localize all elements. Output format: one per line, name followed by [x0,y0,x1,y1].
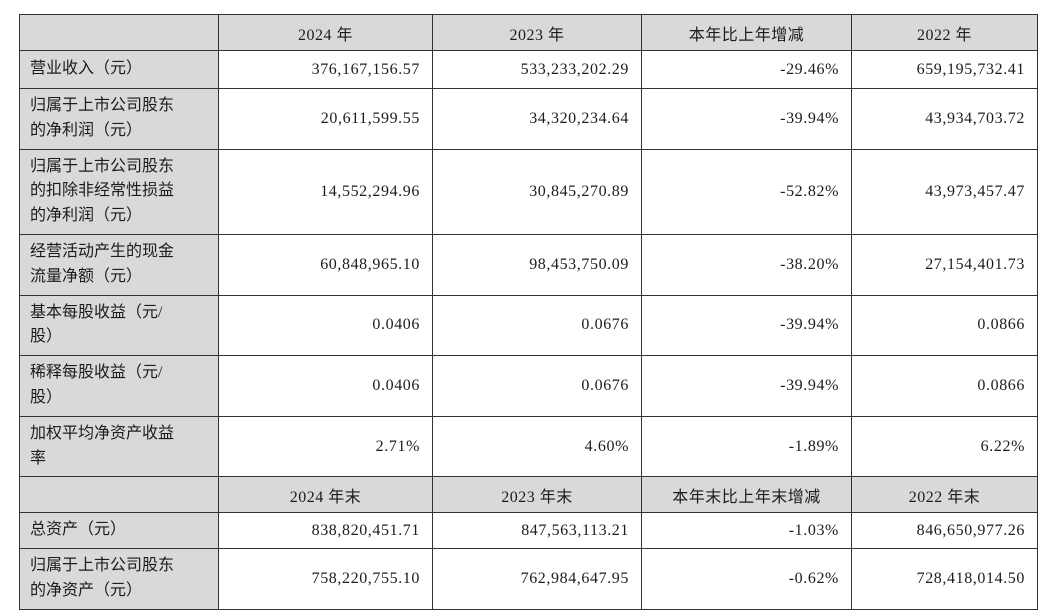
value-cell: 30,845,270.89 [432,148,642,235]
table-row: 归属于上市公司股东的净资产（元） 758,220,755.10 762,984,… [19,548,1038,610]
value-cell: 20,611,599.55 [218,88,433,150]
row-label-operating-cash-flow: 经营活动产生的现金流量净额（元） [19,233,219,296]
row-label-net-profit: 归属于上市公司股东的净利润（元） [19,88,219,150]
header-2024-year-end: 2024 年末 [218,476,433,514]
header-yoy-change: 本年比上年增减 [641,14,852,51]
row-label-non-recurring-net-profit: 归属于上市公司股东的扣除非经常性损益的净利润（元） [19,148,219,235]
table-row: 归属于上市公司股东的净利润（元） 20,611,599.55 34,320,23… [19,88,1038,150]
header-2023: 2023 年 [432,14,642,51]
table-row: 总资产（元） 838,820,451.71 847,563,113.21 -1.… [19,512,1038,550]
value-cell: 846,650,977.26 [851,512,1038,550]
value-cell: 838,820,451.71 [218,512,433,550]
value-cell: 98,453,750.09 [432,233,642,296]
corner-blank-cell [19,14,219,51]
financial-summary-table: 2024 年 2023 年 本年比上年增减 2022 年 营业收入（元） 376… [19,14,1038,610]
value-cell: 4.60% [432,415,642,478]
table-row: 经营活动产生的现金流量净额（元） 60,848,965.10 98,453,75… [19,233,1038,296]
value-cell: 659,195,732.41 [851,50,1038,89]
table-header-row-year-end: 2024 年末 2023 年末 本年末比上年末增减 2022 年末 [19,476,1038,514]
value-cell: 758,220,755.10 [218,548,433,610]
corner-blank-cell [19,476,219,514]
row-label-net-assets: 归属于上市公司股东的净资产（元） [19,548,219,610]
value-cell: -39.94% [641,355,852,417]
value-cell: 0.0676 [432,355,642,417]
row-label-operating-revenue: 营业收入（元） [19,50,219,89]
table-row: 稀释每股收益（元/股） 0.0406 0.0676 -39.94% 0.0866 [19,355,1038,417]
value-cell: 60,848,965.10 [218,233,433,296]
header-year-end-change: 本年末比上年末增减 [641,476,852,514]
value-cell: 0.0406 [218,294,433,357]
value-cell: 0.0676 [432,294,642,357]
value-cell: 43,934,703.72 [851,88,1038,150]
value-cell: 6.22% [851,415,1038,478]
table-row: 基本每股收益（元/股） 0.0406 0.0676 -39.94% 0.0866 [19,294,1038,357]
value-cell: -1.89% [641,415,852,478]
value-cell: 0.0866 [851,294,1038,357]
value-cell: 27,154,401.73 [851,233,1038,296]
value-cell: 0.0406 [218,355,433,417]
table-row: 加权平均净资产收益率 2.71% 4.60% -1.89% 6.22% [19,415,1038,478]
value-cell: 34,320,234.64 [432,88,642,150]
value-cell: 2.71% [218,415,433,478]
value-cell: 43,973,457.47 [851,148,1038,235]
value-cell: -29.46% [641,50,852,89]
value-cell: -39.94% [641,88,852,150]
value-cell: 0.0866 [851,355,1038,417]
row-label-diluted-eps: 稀释每股收益（元/股） [19,355,219,417]
value-cell: -38.20% [641,233,852,296]
table-header-row: 2024 年 2023 年 本年比上年增减 2022 年 [19,14,1038,51]
header-2022: 2022 年 [851,14,1038,51]
row-label-total-assets: 总资产（元） [19,512,219,550]
header-2023-year-end: 2023 年末 [432,476,642,514]
value-cell: 14,552,294.96 [218,148,433,235]
value-cell: -0.62% [641,548,852,610]
value-cell: 847,563,113.21 [432,512,642,550]
value-cell: -1.03% [641,512,852,550]
header-2024: 2024 年 [218,14,433,51]
value-cell: 533,233,202.29 [432,50,642,89]
value-cell: -39.94% [641,294,852,357]
header-2022-year-end: 2022 年末 [851,476,1038,514]
row-label-basic-eps: 基本每股收益（元/股） [19,294,219,357]
value-cell: -52.82% [641,148,852,235]
table-row: 营业收入（元） 376,167,156.57 533,233,202.29 -2… [19,50,1038,89]
value-cell: 376,167,156.57 [218,50,433,89]
row-label-weighted-avg-roe: 加权平均净资产收益率 [19,415,219,478]
table-row: 归属于上市公司股东的扣除非经常性损益的净利润（元） 14,552,294.96 … [19,148,1038,235]
value-cell: 762,984,647.95 [432,548,642,610]
value-cell: 728,418,014.50 [851,548,1038,610]
